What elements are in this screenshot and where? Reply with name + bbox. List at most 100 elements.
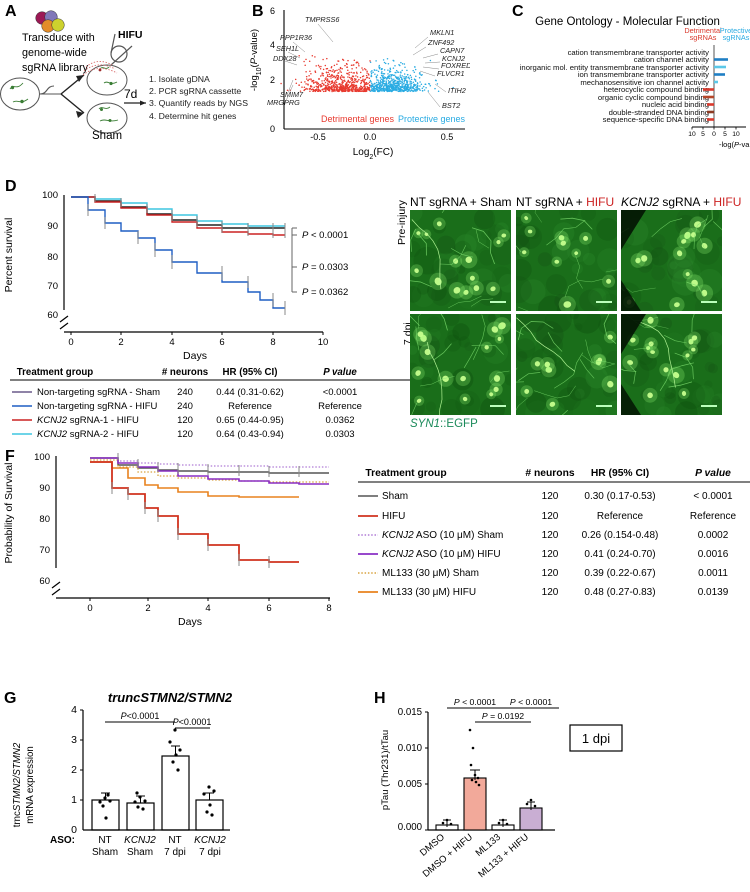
svg-text:KCNJ2 sgRNA-1 - HIFU: KCNJ2 sgRNA-1 - HIFU <box>37 415 139 426</box>
svg-text:P < 0.0001: P < 0.0001 <box>302 230 348 241</box>
svg-text:120: 120 <box>542 549 559 560</box>
svg-text:8: 8 <box>270 337 275 348</box>
svg-text:5: 5 <box>723 131 727 138</box>
svg-text:Reference: Reference <box>228 401 272 412</box>
svg-text:8: 8 <box>326 603 331 614</box>
svg-text:2: 2 <box>118 337 123 348</box>
svg-text:1 dpi: 1 dpi <box>582 731 610 746</box>
svg-text:# neurons: # neurons <box>525 468 574 479</box>
svg-text:Reference: Reference <box>318 401 362 412</box>
svg-text:P value: P value <box>323 367 357 378</box>
svg-text:sequence-specific DNA binding: sequence-specific DNA binding <box>603 115 709 124</box>
svg-text:sgRNAs: sgRNAs <box>690 33 717 42</box>
svg-text:KCNJ2 sgRNA-2 - HIFU: KCNJ2 sgRNA-2 - HIFU <box>37 429 139 440</box>
svg-text:60: 60 <box>39 576 50 587</box>
svg-text:0.005: 0.005 <box>398 779 422 790</box>
svg-text:120: 120 <box>542 530 559 541</box>
svg-text:2: 2 <box>145 603 150 614</box>
svg-text:0.0: 0.0 <box>364 132 377 142</box>
svg-text:DDX28: DDX28 <box>273 54 297 63</box>
svg-text:10: 10 <box>688 131 696 138</box>
svg-text:4: 4 <box>205 603 210 614</box>
svg-text:# neurons: # neurons <box>162 367 208 378</box>
svg-text:120: 120 <box>542 587 559 598</box>
svg-text:sgRNA library: sgRNA library <box>22 62 89 74</box>
svg-text:KCNJ2 ASO (10 μM) HIFU: KCNJ2 ASO (10 μM) HIFU <box>382 549 501 560</box>
svg-text:sgRNAs: sgRNAs <box>723 33 750 42</box>
svg-text:ML133 + HIFU: ML133 + HIFU <box>476 832 531 880</box>
svg-text:PPP1R36: PPP1R36 <box>280 33 313 42</box>
svg-text:2: 2 <box>71 764 77 776</box>
svg-text:P < 0.0001: P < 0.0001 <box>510 697 552 707</box>
svg-text:120: 120 <box>542 568 559 579</box>
svg-text:Treatment group: Treatment group <box>365 468 446 479</box>
svg-text:240: 240 <box>177 387 193 398</box>
svg-text:P value: P value <box>695 468 731 479</box>
svg-text:120: 120 <box>177 429 193 440</box>
svg-text:0.0362: 0.0362 <box>325 415 354 426</box>
svg-text:Percent survival: Percent survival <box>3 218 15 293</box>
svg-text:< 0.0001: < 0.0001 <box>693 491 733 502</box>
svg-text:0.0016: 0.0016 <box>698 549 729 560</box>
svg-text:SEH1L: SEH1L <box>276 44 299 53</box>
svg-text:0.26 (0.154-0.48): 0.26 (0.154-0.48) <box>582 530 659 541</box>
svg-text:genome-wide: genome-wide <box>22 47 87 59</box>
svg-text:0: 0 <box>712 131 716 138</box>
svg-text:4: 4 <box>169 337 174 348</box>
svg-text:0.39 (0.22-0.67): 0.39 (0.22-0.67) <box>584 568 655 579</box>
svg-text:0.0139: 0.0139 <box>698 587 729 598</box>
svg-text:5: 5 <box>701 131 705 138</box>
svg-text:4: 4 <box>71 704 77 716</box>
svg-text:KCNJ2: KCNJ2 <box>194 835 226 846</box>
svg-text:0.64 (0.43-0.94): 0.64 (0.43-0.94) <box>216 429 284 440</box>
svg-text:KCNJ2 ASO (10 μM) Sham: KCNJ2 ASO (10 μM) Sham <box>382 530 503 541</box>
svg-text:Sham: Sham <box>92 847 118 858</box>
svg-text:7 dpi: 7 dpi <box>199 847 221 858</box>
svg-text:P = 0.0362: P = 0.0362 <box>302 287 348 298</box>
svg-text:KCNJ2: KCNJ2 <box>124 835 156 846</box>
svg-text:2: 2 <box>270 75 275 85</box>
svg-text:0: 0 <box>87 603 92 614</box>
svg-text:HR (95% CI): HR (95% CI) <box>223 367 278 378</box>
svg-text:Treatment group: Treatment group <box>17 367 94 378</box>
svg-text:HIFU: HIFU <box>118 29 143 41</box>
svg-text:60: 60 <box>47 310 58 321</box>
svg-text:80: 80 <box>47 252 58 263</box>
svg-text:100: 100 <box>34 452 50 463</box>
svg-text:10: 10 <box>732 131 740 138</box>
svg-text:0.30 (0.17-0.53): 0.30 (0.17-0.53) <box>584 491 655 502</box>
svg-text:3: 3 <box>71 734 77 746</box>
svg-text:120: 120 <box>177 415 193 426</box>
svg-text:7d: 7d <box>124 87 137 101</box>
svg-text:7 dpi: 7 dpi <box>164 847 186 858</box>
svg-text:Detrimental genes: Detrimental genes <box>321 114 395 124</box>
svg-text:90: 90 <box>47 221 58 232</box>
svg-text:0.44 (0.31-0.62): 0.44 (0.31-0.62) <box>216 387 284 398</box>
svg-text:0.015: 0.015 <box>398 707 422 718</box>
svg-text:0.010: 0.010 <box>398 743 423 754</box>
svg-text:10: 10 <box>318 337 329 348</box>
svg-text:HR (95% CI): HR (95% CI) <box>591 468 649 479</box>
svg-text:Reference: Reference <box>597 511 644 522</box>
svg-text:ASO:: ASO: <box>50 835 75 846</box>
svg-text:Days: Days <box>178 616 202 628</box>
svg-text:mRNA expression: mRNA expression <box>25 746 36 824</box>
svg-text:0.65 (0.44-0.95): 0.65 (0.44-0.95) <box>216 415 284 426</box>
svg-text:P < 0.0001: P < 0.0001 <box>454 697 496 707</box>
svg-text:80: 80 <box>39 514 50 525</box>
svg-text:0: 0 <box>270 124 275 134</box>
svg-text:6: 6 <box>270 6 275 16</box>
svg-text:-log(P-value): -log(P-value) <box>719 140 750 149</box>
svg-text:0.0002: 0.0002 <box>698 530 729 541</box>
svg-text:120: 120 <box>542 491 559 502</box>
svg-text:trncSTMN2/STMN2: trncSTMN2/STMN2 <box>12 742 23 827</box>
svg-text:90: 90 <box>39 483 50 494</box>
svg-text:Non-targeting sgRNA - Sham: Non-targeting sgRNA - Sham <box>37 387 160 398</box>
svg-text:70: 70 <box>39 545 50 556</box>
svg-text:Days: Days <box>183 350 207 362</box>
svg-text:Sham: Sham <box>92 130 122 142</box>
svg-text:Transduce with: Transduce with <box>22 32 95 44</box>
svg-text:TMPRSS6: TMPRSS6 <box>305 15 340 24</box>
svg-text:100: 100 <box>42 190 58 201</box>
svg-text:0.000: 0.000 <box>398 822 423 833</box>
